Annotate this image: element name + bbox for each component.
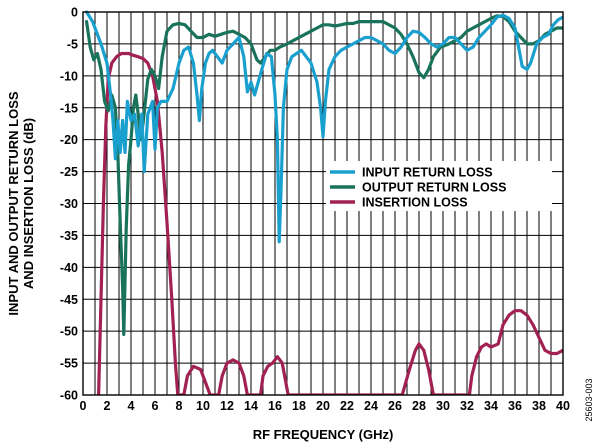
x-tick-label: 22 [340, 399, 354, 413]
x-tick-label: 28 [412, 399, 426, 413]
x-tick-label: 2 [104, 399, 111, 413]
x-tick-label: 24 [364, 399, 378, 413]
y-tick-label: -30 [60, 197, 78, 211]
x-tick-label: 10 [196, 399, 210, 413]
y-tick-label: -25 [60, 165, 78, 179]
series-layer [85, 10, 563, 395]
x-tick-label: 26 [388, 399, 402, 413]
x-tick-label: 36 [508, 399, 522, 413]
y-tick-label: -40 [60, 261, 78, 275]
plot-frame [82, 11, 564, 396]
y-tick-label: -50 [60, 325, 78, 339]
x-axis-label: RF FREQUENCY (GHz) [253, 427, 394, 442]
x-tick-label: 12 [220, 399, 234, 413]
y-tick-label: 0 [71, 6, 78, 20]
x-tick-label: 40 [556, 399, 570, 413]
x-tick-label: 30 [436, 399, 450, 413]
y-axis-label-line-2: AND INSERTION LOSS (dB) [21, 118, 36, 289]
x-tick-label: 20 [316, 399, 330, 413]
legend-background [326, 161, 552, 211]
legend-label: OUTPUT RETURN LOSS [362, 181, 506, 195]
x-tick-label: 4 [128, 399, 135, 413]
x-tick-label: 38 [532, 399, 546, 413]
y-tick-label: -15 [60, 101, 78, 115]
series-line-insertion-loss [97, 51, 563, 395]
legend-label: INPUT RETURN LOSS [362, 166, 493, 180]
x-tick-label: 14 [244, 399, 258, 413]
x-tick-label: 32 [460, 399, 474, 413]
x-tick-label: 8 [176, 399, 183, 413]
x-tick-label: 6 [152, 399, 159, 413]
figure-id: 25603-003 [584, 378, 594, 421]
y-tick-label: -60 [60, 389, 78, 403]
y-tick-label: -10 [60, 69, 78, 83]
y-tick-label: -20 [60, 133, 78, 147]
y-tick-label: -45 [60, 293, 78, 307]
x-tick-label: 34 [484, 399, 498, 413]
series-line-input-return-loss [85, 10, 563, 244]
y-tick-label: -35 [60, 229, 78, 243]
legend-label: INSERTION LOSS [362, 196, 468, 210]
y-axis-label-line-1: INPUT AND OUTPUT RETURN LOSS [6, 91, 21, 315]
y-tick-label: -5 [67, 37, 78, 51]
y-tick-label: -55 [60, 357, 78, 371]
x-tick-label: 16 [268, 399, 282, 413]
x-tick-label: 18 [292, 399, 306, 413]
x-tick-label: 0 [80, 399, 87, 413]
tick-labels: 0 2 4 6 8 10 12 14 16 18 20 22 24 26 28 30 32 34 36 38 400-5… [60, 6, 570, 414]
